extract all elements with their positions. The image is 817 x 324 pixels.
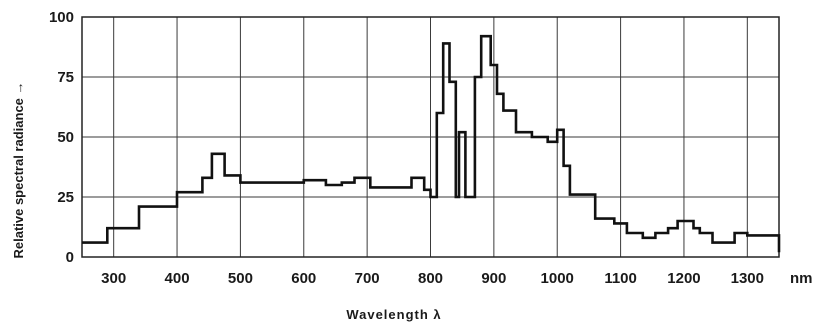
x-tick-label: 800 <box>418 270 443 287</box>
x-tick-label: 1100 <box>604 270 637 287</box>
x-tick-label: 1000 <box>541 270 574 287</box>
tick-labels: 300 400 500 600 700 800 900 1000 1100 1200 1300 0 25… <box>49 9 764 287</box>
x-tick-label: 500 <box>228 270 253 287</box>
series-line <box>82 34 781 253</box>
y-tick-label: 50 <box>57 129 74 146</box>
x-tick-label: 700 <box>355 270 380 287</box>
x-tick-label: 600 <box>291 270 316 287</box>
y-tick-label: 0 <box>66 249 74 266</box>
x-axis-label: Wavelength λ <box>346 307 441 322</box>
chart-grid <box>82 16 779 258</box>
x-axis-unit: nm <box>790 270 813 287</box>
y-tick-label: 75 <box>57 69 74 86</box>
x-tick-label: 900 <box>481 270 506 287</box>
series-layer <box>82 34 781 253</box>
x-tick-label: 400 <box>165 270 190 287</box>
x-tick-label: 300 <box>101 270 126 287</box>
x-tick-label: 1200 <box>667 270 700 287</box>
plot-frame <box>81 16 780 258</box>
y-tick-label: 25 <box>57 189 74 206</box>
x-tick-label: 1300 <box>731 270 764 287</box>
y-tick-label: 100 <box>49 9 74 26</box>
y-axis-label: Relative spectral radiance → <box>11 81 26 258</box>
